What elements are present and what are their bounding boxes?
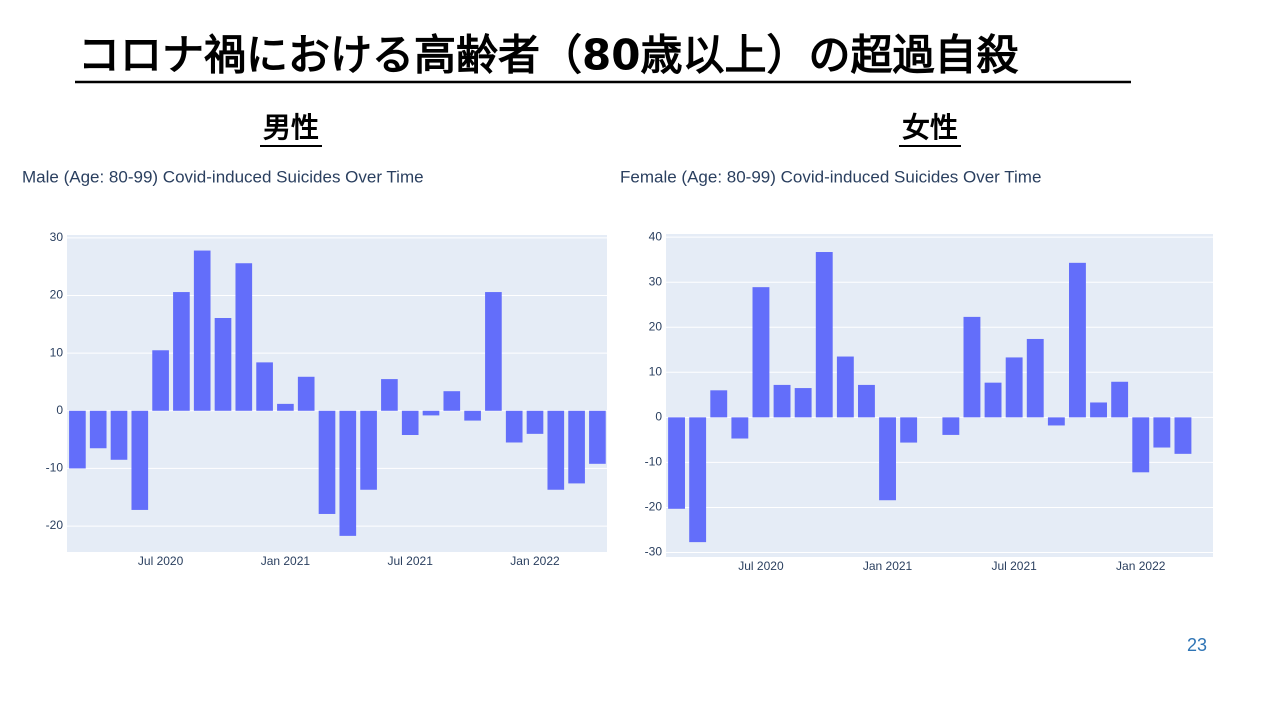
bar (984, 382, 1002, 418)
bar (152, 350, 169, 411)
bar (485, 292, 502, 411)
x-tick-label: Jul 2021 (991, 559, 1037, 573)
y-tick-label: 30 (649, 274, 663, 288)
y-tick-label: 10 (649, 364, 663, 378)
y-tick-label: -10 (46, 461, 64, 475)
bar (505, 410, 523, 443)
bar (900, 417, 918, 443)
bar (752, 287, 770, 418)
y-tick-label: 0 (56, 403, 63, 417)
bar (360, 410, 377, 490)
y-tick-label: 20 (50, 288, 64, 302)
bar (773, 384, 791, 418)
bar (1069, 262, 1086, 418)
chart-title: Female (Age: 80-99) Covid-induced Suicid… (620, 167, 1041, 186)
bar (422, 410, 440, 416)
bar (464, 410, 481, 421)
y-tick-label: -30 (645, 545, 663, 559)
bar (858, 384, 875, 418)
x-tick-label: Jul 2020 (138, 554, 184, 568)
x-tick-label: Jan 2021 (863, 559, 913, 573)
bar (173, 292, 190, 411)
bar (1005, 357, 1023, 418)
bar (689, 417, 707, 543)
bar (1090, 402, 1107, 418)
bar (836, 356, 854, 418)
heading: 女性 (902, 111, 958, 144)
bar (193, 250, 211, 411)
bar (277, 403, 294, 411)
bar (963, 316, 981, 418)
bar (526, 410, 544, 434)
bar (89, 410, 107, 449)
y-tick-label: -20 (46, 518, 64, 532)
bar (1111, 381, 1129, 418)
bar (297, 376, 315, 411)
bar (214, 317, 232, 411)
y-tick-label: -20 (645, 500, 663, 514)
bar (547, 410, 565, 490)
y-tick-label: 0 (655, 410, 662, 424)
y-tick-label: 20 (649, 319, 663, 333)
y-tick-label: 40 (649, 229, 663, 243)
bar (131, 410, 149, 510)
bar (256, 362, 273, 411)
bar (339, 410, 357, 536)
bar (1047, 417, 1065, 426)
bar (731, 417, 749, 439)
bar (443, 391, 461, 411)
y-tick-label: 10 (50, 345, 64, 359)
bar (1026, 338, 1044, 418)
bar (69, 410, 86, 469)
heading: 男性 (263, 111, 319, 144)
bar (318, 410, 336, 514)
page-number: 23 (1187, 635, 1207, 655)
x-tick-label: Jan 2021 (261, 554, 311, 568)
slide-title: コロナ禍における高齢者（80歳以上）の超過自殺 (78, 31, 1018, 80)
bar (1174, 417, 1192, 454)
x-tick-label: Jan 2022 (1116, 559, 1166, 573)
x-tick-label: Jan 2022 (510, 554, 560, 568)
bar (815, 252, 833, 418)
bar (401, 410, 419, 435)
bar (110, 410, 128, 460)
bar (942, 417, 960, 435)
bar (1132, 417, 1150, 473)
bar (381, 379, 398, 411)
bar (235, 263, 253, 411)
x-tick-label: Jul 2020 (738, 559, 784, 573)
bar (879, 417, 896, 501)
bar (668, 417, 685, 509)
bar (710, 390, 728, 418)
y-tick-label: 30 (50, 230, 64, 244)
bar (1153, 417, 1171, 448)
bar (794, 388, 812, 418)
y-tick-label: -10 (645, 455, 663, 469)
bar (589, 410, 606, 464)
chart-title: Male (Age: 80-99) Covid-induced Suicides… (22, 167, 424, 186)
x-tick-label: Jul 2021 (388, 554, 434, 568)
bar (568, 410, 585, 484)
